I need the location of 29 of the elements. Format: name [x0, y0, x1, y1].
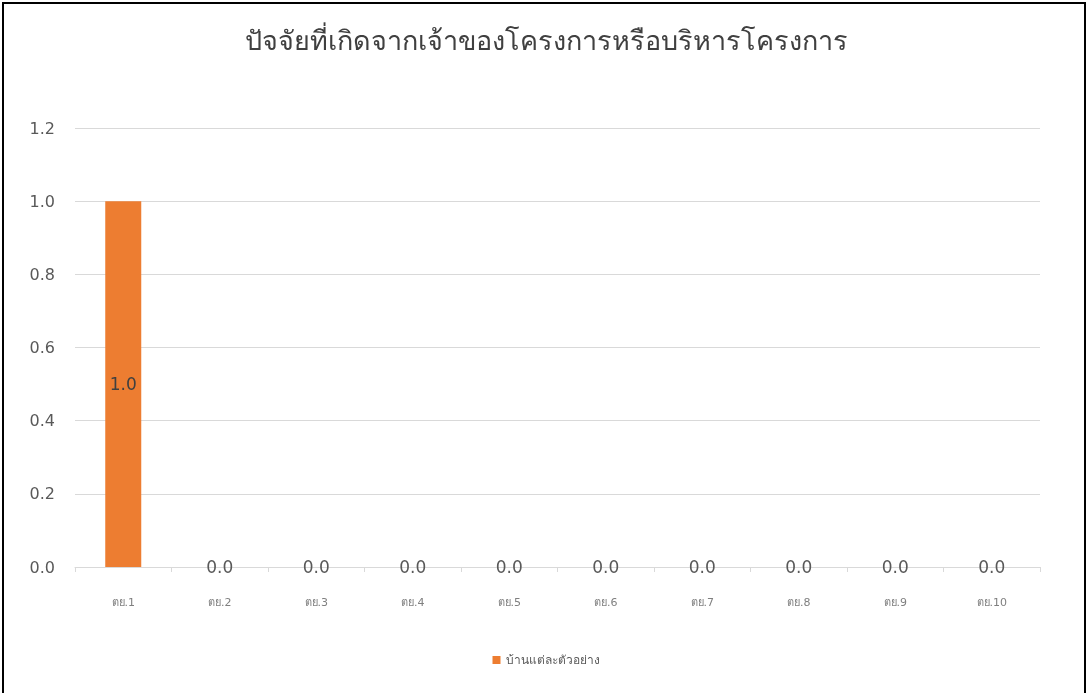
y-tick-label: 1.0: [29, 191, 55, 211]
y-tick-label: 0.4: [29, 411, 55, 431]
data-label: 0.0: [399, 557, 427, 577]
x-tick-label: ตย.2: [208, 596, 232, 609]
y-tick-label: 0.2: [29, 484, 55, 504]
x-tick-label: ตย.10: [976, 596, 1007, 609]
data-label: 0.0: [495, 557, 523, 577]
data-label: 0.0: [978, 557, 1006, 577]
x-tick-label: ตย.6: [594, 596, 618, 609]
legend-label: บ้านแต่ละตัวอย่าง: [505, 653, 600, 667]
data-label: 0.0: [881, 557, 909, 577]
x-tick-label: ตย.1: [111, 596, 135, 609]
y-tick-label: 0.6: [29, 338, 55, 357]
x-tick-label: ตย.4: [401, 596, 425, 609]
data-label: 0.0: [785, 557, 813, 577]
data-label: 0.0: [302, 557, 330, 577]
data-label: 1.0: [109, 374, 137, 395]
y-tick-label: 0.0: [29, 557, 55, 577]
x-tick-label: ตย.8: [787, 596, 811, 609]
y-tick-label: 0.8: [29, 264, 55, 284]
chart-title: ปัจจัยที่เกิดจากเจ้าของโครงการหรือบริหารโครงการ: [244, 22, 848, 56]
x-tick-label: ตย.7: [690, 596, 714, 609]
data-label: 0.0: [592, 557, 620, 577]
data-label: 0.0: [688, 557, 716, 577]
x-tick-label: ตย.5: [497, 596, 521, 609]
x-tick-label: ตย.9: [883, 596, 907, 609]
y-tick-label: 1.2: [29, 118, 55, 138]
x-tick-label: ตย.3: [304, 596, 328, 609]
data-label: 0.0: [206, 557, 234, 577]
